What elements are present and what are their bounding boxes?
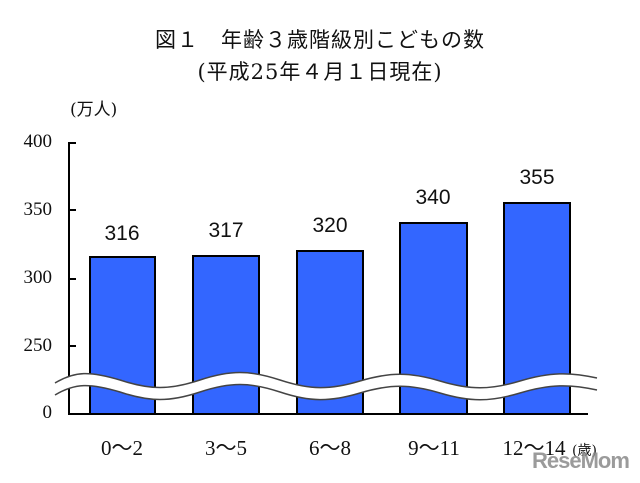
y-tick-250: 250 [23, 335, 53, 356]
category-label-6-8: 6～8 [309, 436, 351, 460]
axis-break-wave [54, 371, 598, 401]
y-tick-400: 400 [23, 131, 53, 152]
chart-title: 図１ 年齢３歳階級別こどもの数 [155, 28, 485, 52]
y-tick-350: 350 [23, 199, 53, 220]
value-label-6-8: 320 [312, 214, 348, 237]
y-axis-unit: (万人) [70, 100, 118, 120]
x-axis-unit: (歳) [572, 443, 597, 459]
y-tick-0: 0 [42, 402, 53, 423]
category-label-0-2: 0～2 [101, 436, 143, 460]
y-tick-300: 300 [23, 267, 53, 288]
category-label-3-5: 3～5 [205, 436, 247, 460]
chart-subtitle: (平成25年４月１日現在) [197, 60, 443, 84]
value-label-3-5: 317 [208, 219, 244, 242]
category-label-9-11: 9～11 [408, 436, 460, 460]
watermark-logo: ReseMom [532, 448, 630, 473]
category-label-12-14: 12～14 [502, 436, 566, 460]
value-label-0-2: 316 [104, 222, 140, 245]
value-label-12-14: 355 [519, 166, 555, 189]
value-label-9-11: 340 [415, 186, 451, 209]
